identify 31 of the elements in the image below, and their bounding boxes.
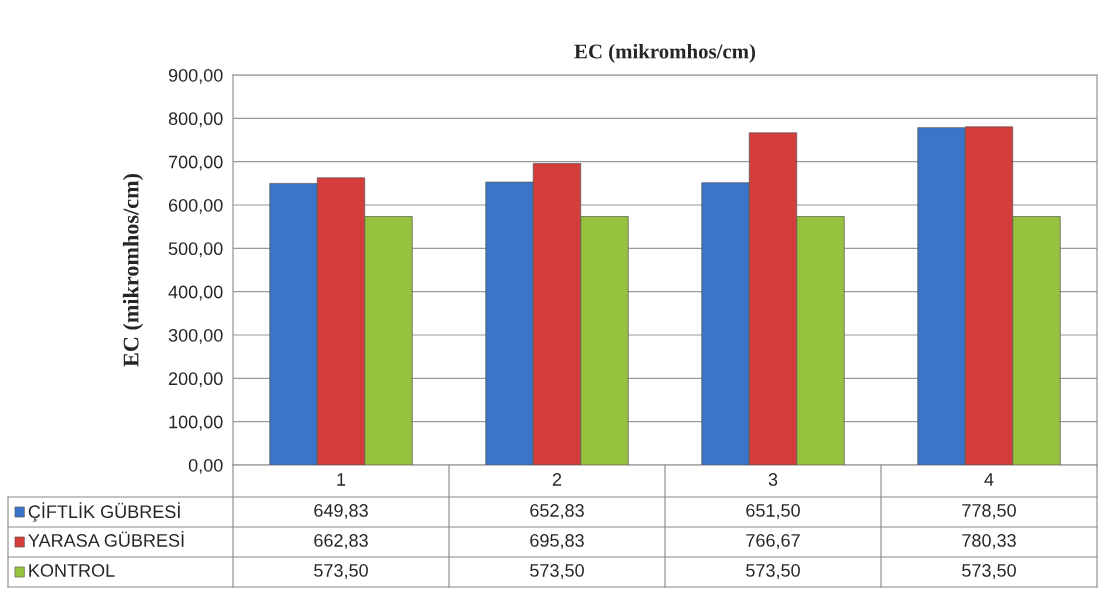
y-tick-label: 0,00 xyxy=(188,458,223,474)
chart-title: EC (mikromhos/cm) xyxy=(574,43,756,63)
y-tick-label: 200,00 xyxy=(168,372,223,388)
y-tick-label: 100,00 xyxy=(169,415,223,431)
y-tick-label: 300,00 xyxy=(168,328,223,344)
data-label: 651,50 xyxy=(746,504,800,519)
data-label: 573,50 xyxy=(746,564,800,579)
y-axis-title: EC (mikromhos/cm) xyxy=(122,173,144,367)
y-tick-label: 900,00 xyxy=(168,68,223,84)
y-tick-label: 400,00 xyxy=(168,285,223,301)
y-tick-label: 500,00 xyxy=(168,242,223,258)
data-label: 649,83 xyxy=(314,504,368,519)
y-tick-label: 800,00 xyxy=(168,112,223,128)
x-tick-label: 1 xyxy=(337,473,346,486)
legend-label: YARASA GÜBRESİ xyxy=(28,531,184,547)
data-label: 662,83 xyxy=(314,534,368,549)
data-label: 766,67 xyxy=(746,534,800,549)
data-label: 573,50 xyxy=(962,564,1016,579)
y-tick-label: 600,00 xyxy=(168,198,223,214)
legend-label: KONTROL xyxy=(29,564,115,577)
data-label: 573,50 xyxy=(530,564,584,579)
data-label: 778,50 xyxy=(962,504,1016,519)
data-label: 573,50 xyxy=(314,564,368,579)
x-tick-label: 4 xyxy=(984,473,994,486)
data-label: 780,33 xyxy=(962,534,1016,549)
x-tick-label: 2 xyxy=(552,473,562,486)
data-label: 652,83 xyxy=(530,504,584,519)
legend-label: ÇİFTLİK GÜBRESİ xyxy=(28,502,180,522)
data-label: 695,83 xyxy=(530,534,584,549)
x-tick-label: 3 xyxy=(768,473,778,486)
y-tick-label: 700,00 xyxy=(168,155,223,171)
